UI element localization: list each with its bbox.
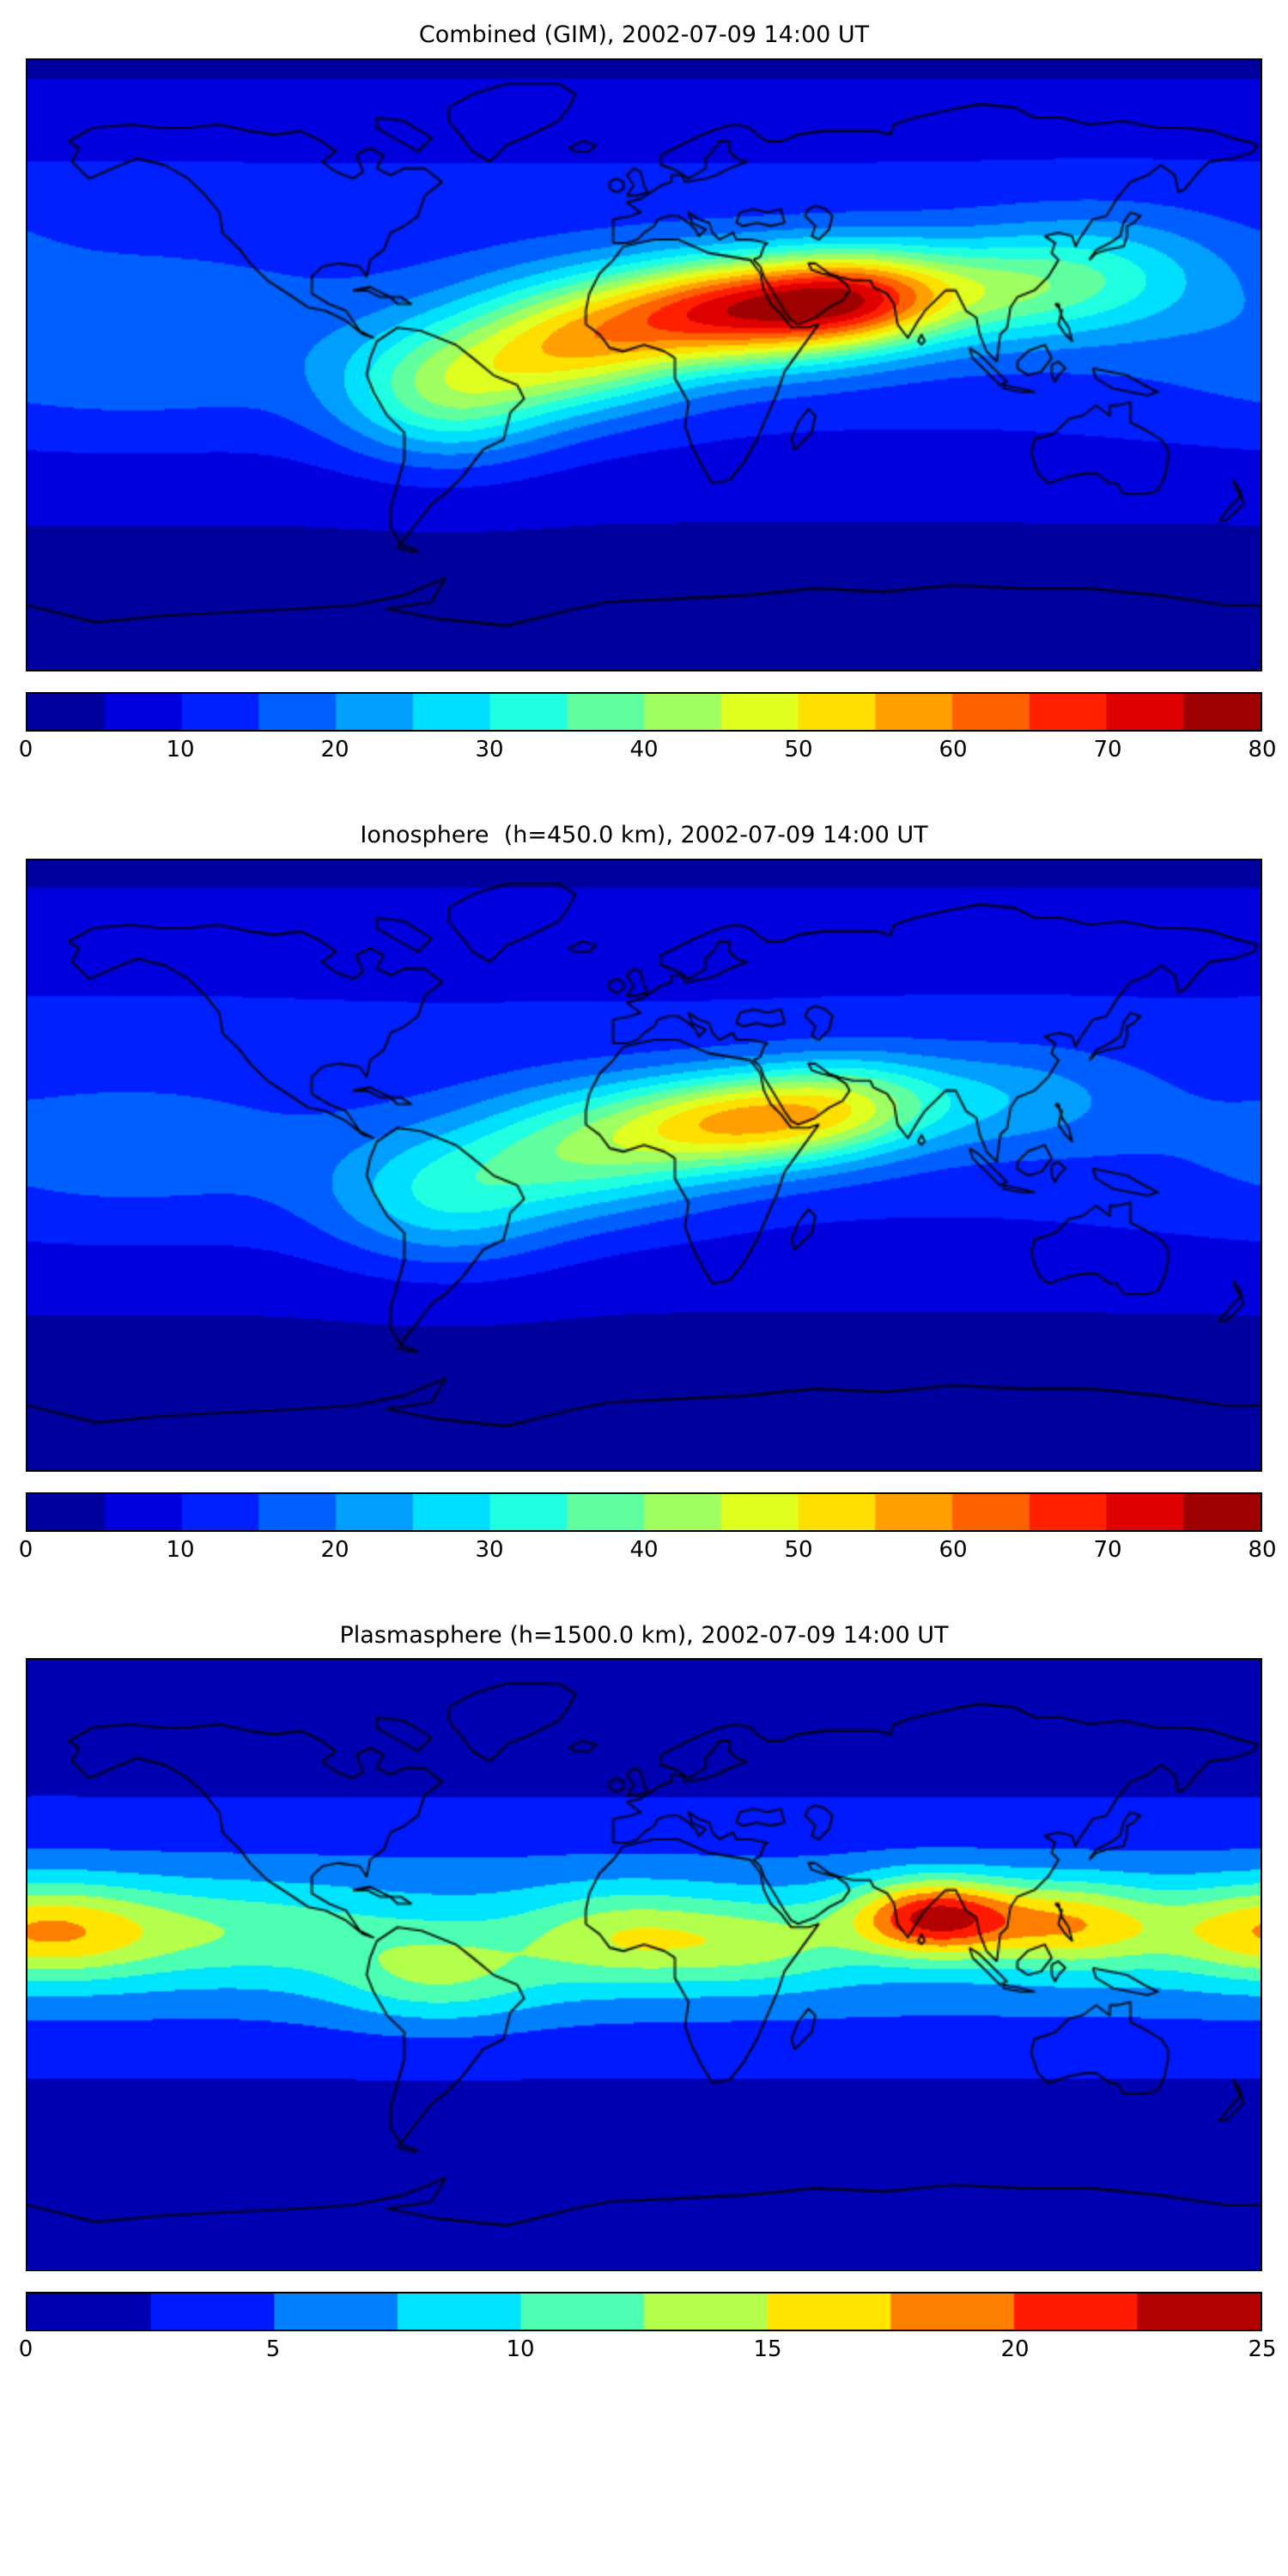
colorbar-tick-label: 70 bbox=[1093, 1536, 1122, 1563]
colorbar-tick-label: 50 bbox=[784, 736, 813, 762]
colorbar-tick-label: 30 bbox=[475, 1536, 504, 1563]
colorbar-tick-label: 5 bbox=[265, 2336, 281, 2363]
colorbar-tick-label: 80 bbox=[1248, 736, 1277, 762]
map-plasmasphere bbox=[26, 1658, 1262, 2272]
colorbar-plasmasphere bbox=[26, 2292, 1262, 2332]
colorbar-tick-label: 15 bbox=[753, 2336, 782, 2363]
colorbar-tick-label: 30 bbox=[475, 736, 504, 762]
colorbar-ionosphere bbox=[26, 1492, 1262, 1532]
colorbar-tick-label: 40 bbox=[629, 736, 659, 762]
map-canvas-plasmasphere bbox=[27, 1660, 1261, 2270]
colorbar-canvas-ionosphere bbox=[27, 1493, 1261, 1530]
map-combined bbox=[26, 58, 1262, 671]
panel-title-combined: Combined (GIM), 2002-07-09 14:00 UT bbox=[418, 21, 870, 48]
colorbar-tick-label: 60 bbox=[939, 736, 968, 762]
map-canvas-ionosphere bbox=[27, 860, 1261, 1470]
colorbar-ticks-combined: 0 10 20 30 40 50 60 70 80 bbox=[19, 736, 1277, 771]
map-ionosphere bbox=[26, 858, 1262, 1472]
panel-title-plasmasphere: Plasmasphere (h=1500.0 km), 2002-07-09 1… bbox=[339, 1621, 949, 1649]
colorbar-tick-label: 0 bbox=[18, 736, 33, 762]
colorbar-tick-label: 70 bbox=[1093, 736, 1122, 762]
colorbar-canvas-combined bbox=[27, 693, 1261, 730]
colorbar-tick-label: 25 bbox=[1248, 2336, 1277, 2363]
colorbar-tick-label: 10 bbox=[166, 736, 195, 762]
colorbar-tick-label: 60 bbox=[939, 1536, 968, 1563]
colorbar-tick-label: 10 bbox=[506, 2336, 535, 2363]
colorbar-canvas-plasmasphere bbox=[27, 2293, 1261, 2330]
colorbar-ticks-plasmasphere: 0 5 10 15 20 25 bbox=[19, 2336, 1277, 2371]
colorbar-tick-label: 50 bbox=[784, 1536, 813, 1563]
colorbar-ticks-ionosphere: 0 10 20 30 40 50 60 70 80 bbox=[19, 1536, 1277, 1571]
colorbar-tick-label: 20 bbox=[1000, 2336, 1030, 2363]
colorbar-tick-label: 80 bbox=[1248, 1536, 1277, 1563]
panel-plasmasphere: Plasmasphere (h=1500.0 km), 2002-07-09 1… bbox=[19, 1621, 1277, 2372]
map-canvas-combined bbox=[27, 59, 1261, 670]
colorbar-tick-label: 0 bbox=[18, 2336, 33, 2363]
colorbar-combined bbox=[26, 691, 1262, 732]
colorbar-tick-label: 20 bbox=[320, 1536, 349, 1563]
figure: Combined (GIM), 2002-07-09 14:00 UT 0 10 2… bbox=[19, 21, 1277, 2372]
panel-title-ionosphere: Ionosphere (h=450.0 km), 2002-07-09 14:0… bbox=[360, 821, 928, 848]
colorbar-tick-label: 20 bbox=[320, 736, 349, 762]
panel-combined: Combined (GIM), 2002-07-09 14:00 UT 0 10 2… bbox=[19, 21, 1277, 771]
colorbar-tick-label: 40 bbox=[629, 1536, 659, 1563]
colorbar-tick-label: 10 bbox=[166, 1536, 195, 1563]
colorbar-tick-label: 0 bbox=[18, 1536, 33, 1563]
panel-ionosphere: Ionosphere (h=450.0 km), 2002-07-09 14:0… bbox=[19, 821, 1277, 1571]
